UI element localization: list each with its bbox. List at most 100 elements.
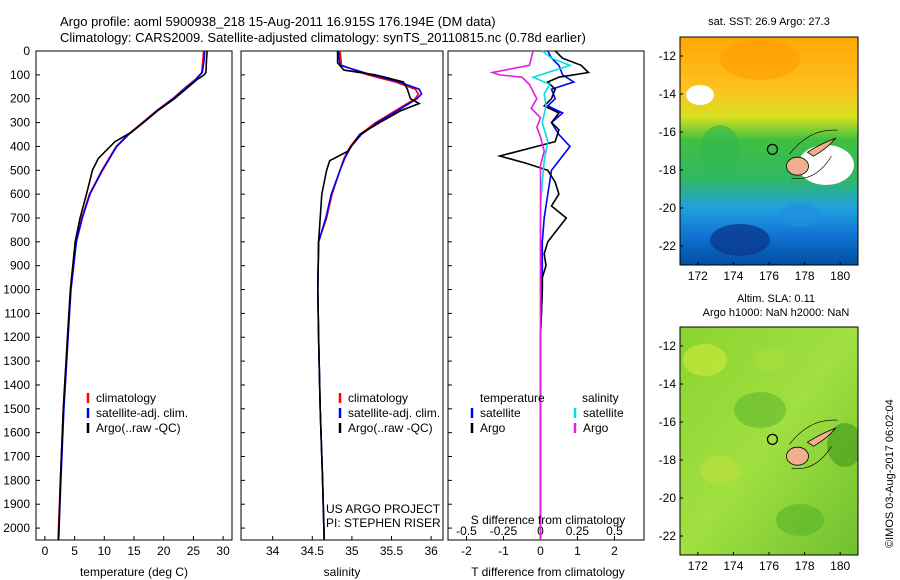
map-y-tick-label: -12 <box>659 339 677 353</box>
temperature-series <box>57 50 208 541</box>
sla-map-title-line2: Argo h1000: NaN h2000: NaN <box>703 307 850 319</box>
argo-location-marker <box>766 433 779 445</box>
field-patch <box>686 85 714 105</box>
pi-annotation: PI: STEPHEN RISER <box>326 516 441 530</box>
map-y-tick-label: -22 <box>659 529 677 543</box>
depth-tick-label: 900 <box>10 259 30 273</box>
depth-tick-label: 700 <box>10 211 30 225</box>
s-tick-label: -0.25 <box>490 524 518 538</box>
series-line-argo-raw-qc- <box>316 51 422 541</box>
difference-profile-panel: -2 -1 0 1 2-0.5 -0.25 0 0.25 0.5 temperaturesate… <box>447 50 645 579</box>
sla-map-title-line1: Altim. SLA: 0.11 <box>737 293 815 305</box>
depth-tick-label: 300 <box>10 116 30 130</box>
field-patch <box>710 224 770 256</box>
sla-map-panel: Altim. SLA: 0.11 Argo h1000: NaN h2000: … <box>659 293 859 573</box>
island-viti-levu <box>786 446 809 466</box>
map-x-tick-label: 174 <box>723 559 743 573</box>
temperature-profile-panel: 0100200300400500600700800900100011001200… <box>3 44 452 579</box>
depth-tick-label: 0 <box>23 44 30 58</box>
depth-axis: 0 100 200 300 400 500 600 700 800 900 1000 1100 1200… <box>3 44 452 535</box>
s-tick-label: 0.25 <box>566 524 590 538</box>
field-patch <box>720 40 800 80</box>
depth-tick-label: 1200 <box>3 330 30 344</box>
temperature-axis-label: temperature (deg C) <box>80 565 188 579</box>
legend-label: climatology <box>96 391 156 405</box>
difference-plot-frame <box>447 50 645 541</box>
x-tick-label: -2 <box>461 544 472 558</box>
series-line-satellite-adj-clim- <box>316 50 423 541</box>
x-tick-label: 10 <box>98 544 112 558</box>
field-patch <box>780 203 820 227</box>
depth-tick-label: 400 <box>10 139 30 153</box>
sst-map-axes: 172 174 176 178 180 -12 -14 -16 -18 -20 -22 <box>659 49 851 283</box>
salinity-plot-frame <box>240 50 444 541</box>
map-x-tick-label: 178 <box>795 269 815 283</box>
s-tick-label: -0.5 <box>456 524 477 538</box>
map-x-tick-label: 176 <box>759 269 779 283</box>
legend-label: satellite <box>480 406 521 420</box>
map-x-tick-label: 172 <box>688 269 708 283</box>
map-y-tick-label: -20 <box>659 201 677 215</box>
depth-tick-label: 2000 <box>3 521 30 535</box>
x-tick-label: 1 <box>574 544 581 558</box>
x-tick-label: 34.5 <box>301 544 325 558</box>
series-line-climatology <box>316 50 420 541</box>
map-y-tick-label: -20 <box>659 491 677 505</box>
series-line-salinity-argo <box>489 50 546 540</box>
legend-label: Argo(..raw -QC) <box>96 421 181 435</box>
legend-group-title: temperature <box>480 391 545 405</box>
temperature-plot-frame <box>35 50 233 541</box>
island-vanua-levu <box>806 137 837 157</box>
map-x-tick-label: 174 <box>723 269 743 283</box>
depth-tick-label: 100 <box>10 68 30 82</box>
x-tick-label: -1 <box>498 544 509 558</box>
t-difference-axis-label: T difference from climatology <box>471 565 625 579</box>
argo-location-marker <box>766 143 779 155</box>
map-x-tick-label: 180 <box>830 269 850 283</box>
x-tick-label: 20 <box>157 544 171 558</box>
depth-tick-label: 1300 <box>3 354 30 368</box>
legend-label: Argo <box>480 421 506 435</box>
field-patch <box>683 344 727 376</box>
field-patch <box>734 392 786 428</box>
sst-land-masses <box>786 129 838 180</box>
x-tick-label: 2 <box>611 544 618 558</box>
depth-tick-label: 1100 <box>4 306 30 320</box>
field-patch <box>827 423 858 467</box>
map-y-tick-label: -14 <box>659 87 677 101</box>
legend-label: satellite <box>583 406 624 420</box>
island-vanua-levu <box>806 427 837 447</box>
x-tick-label: 0 <box>42 544 49 558</box>
depth-tick-label: 800 <box>10 235 30 249</box>
depth-tick-label: 500 <box>10 163 30 177</box>
s-tick-label: 0.5 <box>606 524 623 538</box>
x-tick-label: 0 <box>537 544 544 558</box>
depth-tick-label: 1900 <box>3 497 30 511</box>
sla-patches <box>683 344 858 536</box>
legend-label: Argo(..raw -QC) <box>348 421 433 435</box>
legend-label: satellite-adj. clim. <box>96 406 188 420</box>
map-y-tick-label: -14 <box>659 377 677 391</box>
x-tick-label: 35.5 <box>380 544 404 558</box>
difference-x-axis: -2 -1 0 1 2-0.5 -0.25 0 0.25 0.5 <box>456 524 623 558</box>
legend-label: Argo <box>583 421 609 435</box>
difference-series <box>489 50 591 540</box>
field-patch <box>700 456 740 484</box>
map-x-tick-label: 178 <box>795 559 815 573</box>
map-x-tick-label: 176 <box>759 559 779 573</box>
sst-map-title: sat. SST: 26.9 Argo: 27.3 <box>708 16 830 28</box>
series-line-temperature-satellite <box>539 50 576 540</box>
map-y-tick-label: -18 <box>659 453 677 467</box>
x-tick-label: 5 <box>71 544 78 558</box>
legend-group-title: salinity <box>582 391 619 405</box>
legend-label: satellite-adj. clim. <box>348 406 440 420</box>
salinity-x-axis: 34 34.5 35 35.5 36 <box>266 536 438 558</box>
series-line-argo-raw-qc- <box>57 50 208 541</box>
series-line-climatology <box>57 50 205 541</box>
map-y-tick-label: -12 <box>659 49 677 63</box>
sla-map-axes: 172 174 176 178 180 -12 -14 -16 -18 -20 -22 <box>659 339 851 573</box>
difference-legend: temperaturesatelliteArgosalinitysatellit… <box>470 391 624 435</box>
